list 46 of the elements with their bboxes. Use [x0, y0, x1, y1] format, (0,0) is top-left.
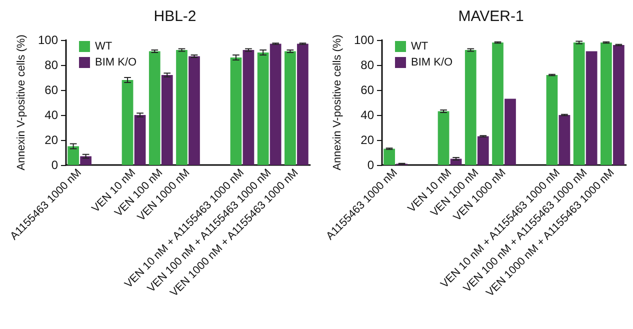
bar: [242, 50, 254, 165]
chart-title: MAVER-1: [458, 8, 524, 25]
bar: [68, 146, 79, 165]
bar: [477, 136, 489, 165]
y-tick-label: 0: [51, 158, 58, 172]
bar: [148, 51, 160, 165]
y-tick-label: 100: [354, 33, 374, 47]
bar: [438, 111, 450, 165]
bar: [230, 58, 242, 165]
bar: [122, 80, 134, 165]
y-tick-label: 40: [360, 108, 374, 122]
y-tick-label: 80: [360, 58, 374, 72]
y-tick-label: 80: [44, 58, 58, 72]
bar: [176, 50, 188, 165]
y-tick-label: 100: [38, 33, 58, 47]
bar: [546, 75, 558, 165]
legend-label: BIM K/O: [411, 56, 454, 68]
bar: [384, 148, 395, 165]
bar: [270, 44, 282, 165]
y-axis-title: Annexin V-positive cells (%): [16, 34, 28, 170]
y-tick-label: 20: [44, 133, 58, 147]
bar: [464, 50, 476, 165]
bar: [613, 45, 624, 165]
y-tick-label: 60: [44, 83, 58, 97]
legend-label: WT: [95, 40, 112, 52]
bar: [134, 115, 146, 165]
bar: [504, 98, 516, 165]
y-tick-label: 0: [367, 158, 374, 172]
bar: [558, 115, 570, 165]
y-tick-label: 20: [360, 133, 374, 147]
y-tick-label: 40: [44, 108, 58, 122]
bar: [586, 51, 598, 165]
bar: [284, 51, 296, 165]
chart-title: HBL-2: [154, 8, 196, 25]
bar: [161, 75, 173, 165]
y-tick-label: 60: [360, 83, 374, 97]
y-axis-title: Annexin V-positive cells (%): [332, 34, 344, 170]
bar: [257, 52, 269, 165]
legend-label: BIM K/O: [95, 56, 138, 68]
bar: [297, 44, 308, 165]
bar: [573, 42, 585, 165]
bar: [80, 156, 92, 165]
bar: [600, 42, 612, 165]
bar: [188, 56, 200, 165]
legend-label: WT: [411, 40, 428, 52]
bar: [492, 42, 504, 165]
